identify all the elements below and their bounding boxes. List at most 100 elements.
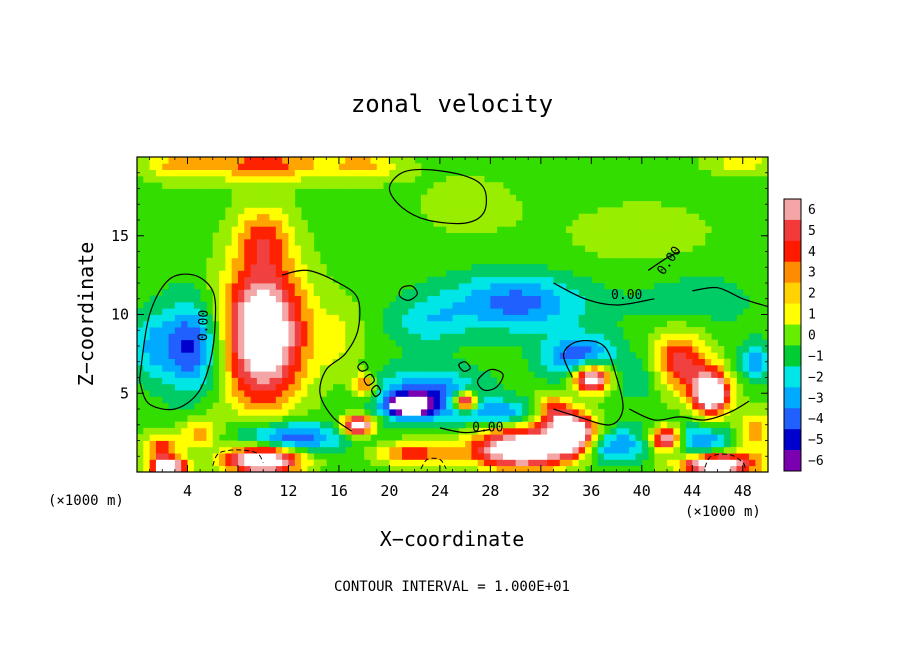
field-cell xyxy=(275,264,283,271)
field-cell xyxy=(471,175,479,183)
field-cell xyxy=(749,333,756,341)
field-cell xyxy=(256,446,264,454)
field-cell xyxy=(338,377,346,385)
field-cell xyxy=(496,264,504,271)
field-cell xyxy=(616,364,624,372)
field-cell xyxy=(496,409,504,416)
field-cell xyxy=(458,207,466,215)
field-cell xyxy=(578,440,586,448)
field-cell xyxy=(553,465,561,472)
field-cell xyxy=(219,446,226,454)
field-cell xyxy=(685,390,693,397)
field-cell xyxy=(168,283,176,290)
field-cell xyxy=(263,358,270,366)
field-cell xyxy=(376,182,384,189)
field-cell xyxy=(471,182,479,189)
field-cell xyxy=(376,446,384,454)
field-cell xyxy=(212,289,220,296)
field-cell xyxy=(137,346,144,353)
negative-contour-line xyxy=(704,453,746,470)
field-cell xyxy=(168,295,176,303)
field-cell xyxy=(698,434,706,441)
field-cell xyxy=(515,459,523,467)
velocity-field xyxy=(137,157,768,472)
field-cell xyxy=(471,339,479,347)
field-cell xyxy=(704,295,712,303)
field-cell xyxy=(193,453,201,460)
field-cell xyxy=(402,459,409,467)
field-cell xyxy=(420,308,428,315)
field-cell xyxy=(490,270,498,278)
field-cell xyxy=(635,238,643,246)
field-cell xyxy=(237,301,245,309)
field-cell xyxy=(301,421,308,429)
field-cell xyxy=(427,446,434,454)
field-cell xyxy=(427,440,434,448)
field-cell xyxy=(521,314,529,322)
field-cell xyxy=(282,182,289,189)
field-cell xyxy=(307,251,315,259)
field-cell xyxy=(427,396,434,404)
field-cell xyxy=(414,434,422,441)
field-cell xyxy=(193,314,201,322)
field-cell xyxy=(578,446,586,454)
field-cell xyxy=(307,371,315,378)
zero-contour-line xyxy=(628,400,750,421)
field-cell xyxy=(622,226,630,233)
field-cell xyxy=(717,427,725,435)
field-cell xyxy=(212,434,220,441)
field-cell xyxy=(294,346,302,353)
field-cell xyxy=(446,459,453,467)
field-cell xyxy=(414,289,422,296)
field-cell xyxy=(225,402,233,410)
field-cell xyxy=(137,446,144,454)
field-cell xyxy=(635,427,643,435)
field-cell xyxy=(162,453,169,460)
field-cell xyxy=(616,352,624,359)
field-cell xyxy=(389,465,397,472)
field-cell xyxy=(219,409,226,416)
field-cell xyxy=(193,383,201,391)
field-cell xyxy=(338,415,346,422)
field-cell xyxy=(484,453,491,460)
field-cell xyxy=(187,396,195,404)
field-cell xyxy=(654,364,662,372)
field-cell xyxy=(679,402,687,410)
field-cell xyxy=(553,453,561,460)
field-cell xyxy=(559,390,567,397)
field-cell xyxy=(326,276,334,284)
field-cell xyxy=(420,377,428,385)
field-cell xyxy=(301,220,308,227)
field-cell xyxy=(629,232,636,240)
field-cell xyxy=(174,182,182,189)
field-cell xyxy=(433,459,441,467)
field-cell xyxy=(578,352,586,359)
field-cell xyxy=(168,175,176,183)
field-cell xyxy=(345,415,352,422)
field-cell xyxy=(408,364,416,372)
field-cell xyxy=(414,301,422,309)
field-cell xyxy=(357,427,365,435)
field-cell xyxy=(635,446,643,454)
field-cell xyxy=(187,169,195,177)
field-cell xyxy=(528,446,535,454)
field-cell xyxy=(402,434,409,441)
field-cell xyxy=(275,446,283,454)
field-cell xyxy=(200,427,207,435)
field-cell xyxy=(572,409,580,416)
field-cell xyxy=(307,440,315,448)
field-cell xyxy=(263,226,270,233)
field-cell xyxy=(484,283,491,290)
field-cell xyxy=(420,295,428,303)
field-cell xyxy=(471,446,479,454)
field-cell xyxy=(181,320,188,328)
field-cell xyxy=(275,251,283,259)
field-cell xyxy=(351,175,359,183)
field-cell xyxy=(313,289,321,296)
field-cell xyxy=(452,339,460,347)
field-cell xyxy=(307,308,315,315)
field-cell xyxy=(427,295,434,303)
field-cell xyxy=(187,175,195,183)
field-cell xyxy=(540,301,548,309)
field-cell xyxy=(692,339,699,347)
